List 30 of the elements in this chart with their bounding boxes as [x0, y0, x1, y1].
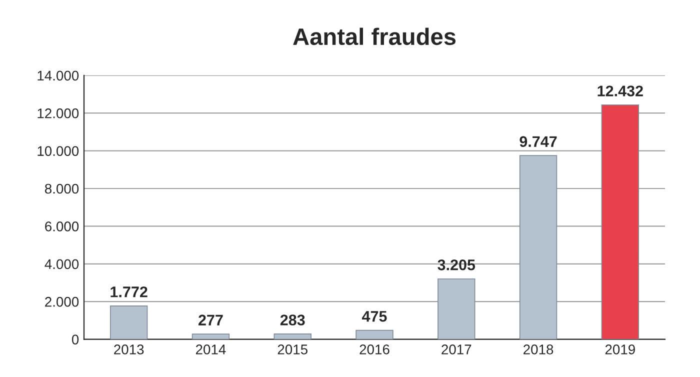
y-tick-label: 12.000	[38, 108, 79, 118]
bar	[601, 104, 640, 340]
y-tick-label: 0	[72, 334, 79, 344]
bar	[192, 334, 230, 340]
x-tick-label: 2018	[524, 344, 554, 354]
data-label: 277	[198, 314, 223, 326]
data-label: 475	[362, 311, 387, 322]
data-label: 283	[280, 314, 305, 326]
x-tick-label: 2017	[442, 344, 472, 354]
bar	[519, 155, 558, 340]
data-label: 9.747	[520, 136, 557, 147]
y-tick-label: 2.000	[45, 296, 79, 307]
y-tick-label: 6.000	[45, 222, 79, 232]
y-tick-label: 4.000	[44, 259, 79, 270]
bar	[438, 278, 476, 340]
x-tick-label: 2013	[114, 344, 144, 354]
y-tick-label: 8.000	[44, 184, 79, 194]
data-label: 12.432	[598, 86, 643, 96]
y-tick-label: 10.000	[38, 146, 79, 156]
x-tick-label: 2016	[360, 344, 390, 354]
x-tick-label: 2015	[278, 344, 308, 354]
chart-title: Aantal fraudes	[293, 28, 456, 46]
x-tick-label: 2019	[605, 344, 635, 354]
bar	[110, 305, 148, 340]
bar	[356, 330, 394, 340]
data-label: 3.205	[438, 259, 476, 270]
x-tick-label: 2014	[196, 344, 226, 354]
y-tick-label: 14.000	[38, 70, 79, 81]
data-label: 1.772	[110, 286, 148, 298]
bar	[274, 334, 312, 340]
